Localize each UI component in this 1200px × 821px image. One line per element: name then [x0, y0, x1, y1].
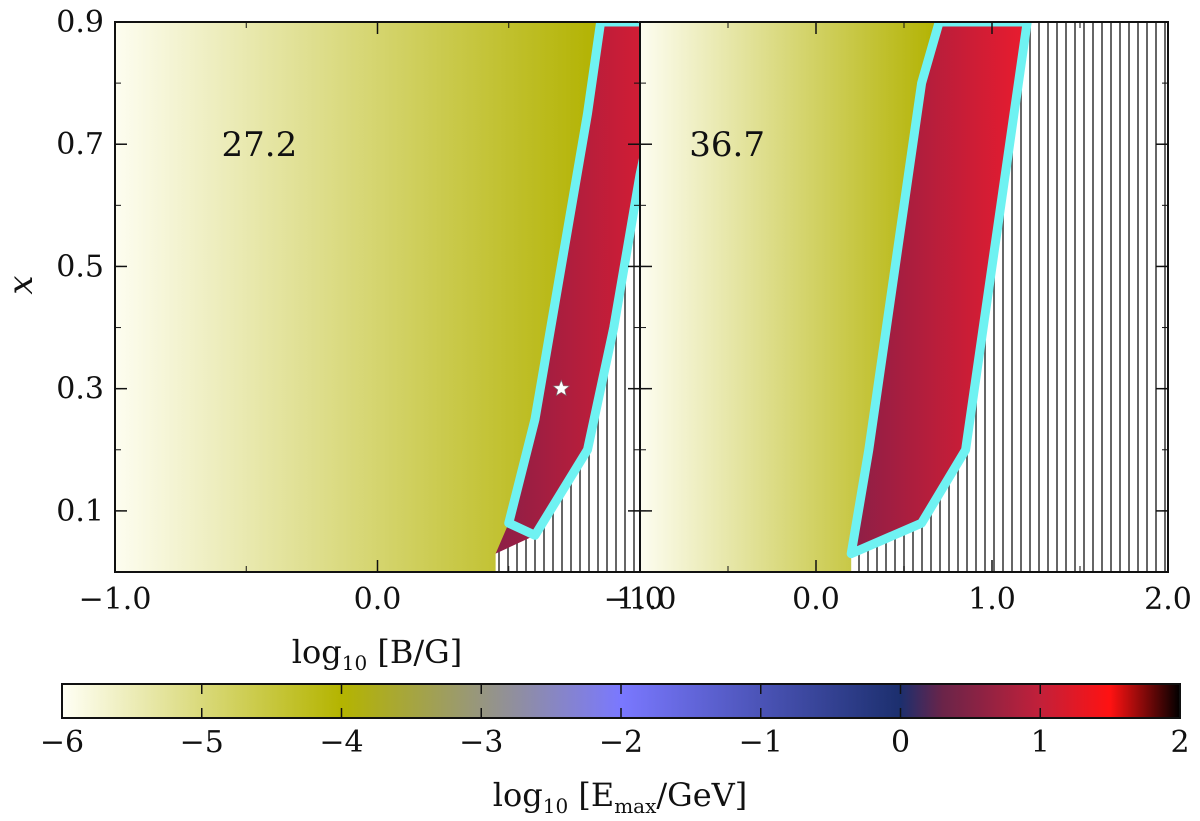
x-tick-label: 0.0	[354, 582, 402, 617]
colorbar-tick-label: −1	[739, 725, 783, 760]
colorbar-tick-label: 0	[891, 725, 910, 760]
colorbar-tick-label: −3	[459, 725, 503, 760]
x-tick-label: −1.0	[604, 582, 677, 617]
colorbar-tick-label: −4	[319, 725, 363, 760]
top-mask	[638, 0, 1170, 22]
colorbar-tick-label: 2	[1170, 725, 1189, 760]
colorbar-tick-label: −6	[40, 725, 84, 760]
colorbar-tick-label: 1	[1031, 725, 1050, 760]
colorbar-label: log10 [Emax/GeV]	[493, 776, 748, 818]
axes: −1.0 0.0 1.0−1.0 0.0 1.0 2.00.10.30.50.70.9xl…	[1, 5, 1192, 675]
panel-label: 27.2	[222, 125, 298, 165]
x-tick-label: 1.0	[968, 582, 1016, 617]
hatched-region	[833, 22, 1168, 572]
hatched-region	[456, 22, 693, 572]
colorbar: −6 −5 −4 −3 −2 −1 0 1 2 log10 [Emax/GeV]	[40, 683, 1190, 818]
low-energy-region	[640, 22, 940, 572]
colorbar-tick-label: −5	[180, 725, 224, 760]
panel-label: 36.7	[689, 125, 765, 165]
x-tick-label: 2.0	[1144, 582, 1192, 617]
panel-1: 27.2	[113, 0, 697, 573]
x-tick-label: −1.0	[79, 582, 152, 617]
colorbar-tick-label: −2	[599, 725, 643, 760]
top-mask	[113, 0, 642, 22]
y-tick-label: 0.1	[56, 494, 104, 529]
best-fit-star-marker	[552, 379, 571, 397]
x-axis-label: log10 [B/G]	[292, 633, 462, 675]
y-tick-label: 0.3	[56, 372, 104, 407]
y-tick-label: 0.5	[56, 249, 104, 284]
low-energy-region	[115, 22, 601, 572]
panels: 27.2 36.7	[113, 0, 1170, 573]
y-tick-label: 0.7	[56, 127, 104, 162]
y-tick-label: 0.9	[56, 5, 104, 40]
y-axis-label: x	[1, 275, 41, 294]
x-tick-label: 0.0	[792, 582, 840, 617]
x-tick-label: 1.0	[616, 582, 664, 617]
panel-2: 36.7	[638, 0, 1170, 573]
